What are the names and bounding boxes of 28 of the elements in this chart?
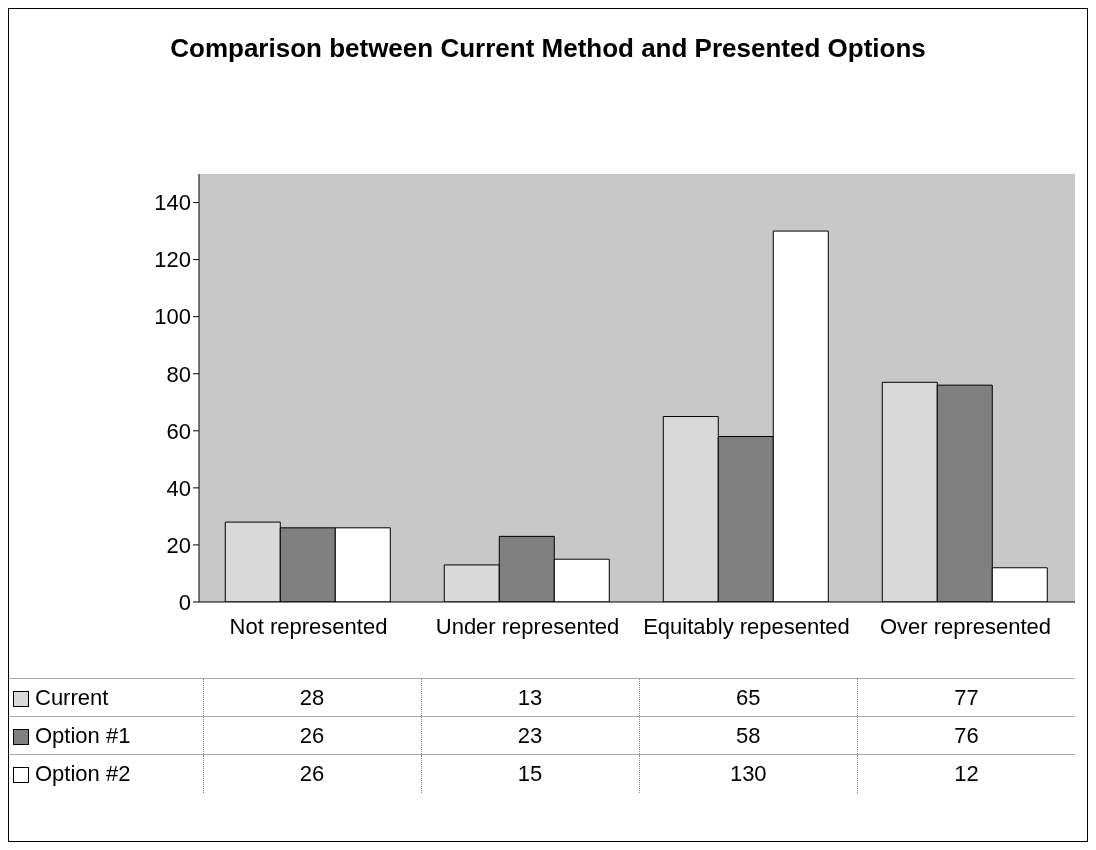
data-label: 58 xyxy=(639,716,858,755)
legend-label: Current xyxy=(9,678,204,717)
x-tick-label: Equitably repesented xyxy=(643,613,850,639)
data-label: 76 xyxy=(857,716,1075,755)
y-tick-label: 40 xyxy=(166,475,191,501)
y-tick-label: 80 xyxy=(166,361,191,387)
data-label: 26 xyxy=(203,716,422,755)
data-label: 77 xyxy=(857,678,1075,717)
y-tick-label: 20 xyxy=(166,532,191,558)
y-tick-label: 0 xyxy=(178,589,191,615)
legend-label: Option #1 xyxy=(9,716,204,755)
legend-label: Option #2 xyxy=(9,754,204,793)
data-label: 23 xyxy=(421,716,640,755)
data-label: 130 xyxy=(639,754,858,793)
y-tick-label: 60 xyxy=(166,418,191,444)
y-tick-label: 140 xyxy=(154,190,191,216)
x-tick-label: Over represented xyxy=(879,613,1052,639)
data-label: 12 xyxy=(857,754,1075,793)
y-tick-label: 120 xyxy=(154,247,191,273)
data-label: 28 xyxy=(203,678,422,717)
data-label: 65 xyxy=(639,678,858,717)
data-label: 26 xyxy=(203,754,422,793)
y-tick-label: 100 xyxy=(154,304,191,330)
data-label: 13 xyxy=(421,678,640,717)
data-label: 15 xyxy=(421,754,640,793)
x-tick-label: Not represented xyxy=(229,613,388,639)
chart-title: Comparison between Current Method and Presented Options xyxy=(169,32,927,65)
x-tick-label: Under represented xyxy=(435,613,620,639)
